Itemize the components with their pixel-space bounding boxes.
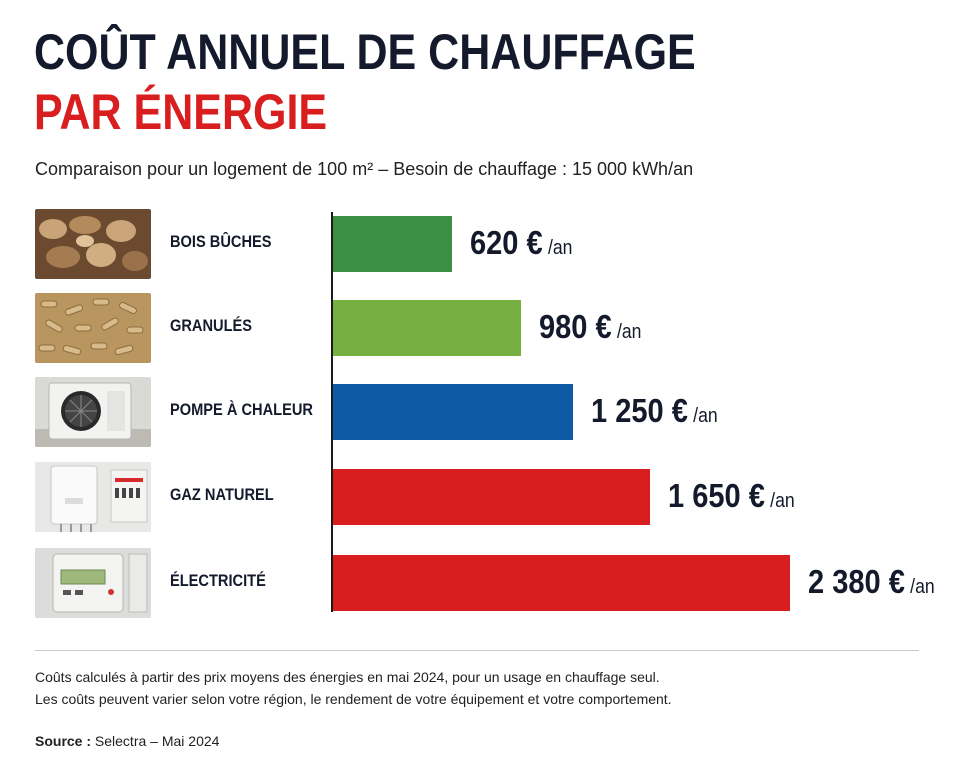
data-label-unit: /an bbox=[617, 321, 642, 343]
chart-subtitle: Comparaison pour un logement de 100 m² –… bbox=[35, 159, 694, 179]
data-label-value: 980 € bbox=[539, 308, 612, 345]
data-label-unit: /an bbox=[769, 490, 795, 512]
bar bbox=[333, 384, 574, 440]
gas-boiler-icon bbox=[35, 462, 151, 532]
source-label: Source : bbox=[35, 733, 92, 749]
data-label-value: 620 € bbox=[470, 224, 543, 261]
title-line-2: PAR ÉNERGIE bbox=[34, 84, 328, 140]
data-label-value: 1 650 € bbox=[667, 477, 765, 514]
data-label: 1 250 €/an bbox=[591, 392, 718, 430]
title-line-1: COÛT ANNUEL DE CHAUFFAGE bbox=[34, 24, 696, 80]
axis-line bbox=[331, 212, 333, 612]
category-label: GRANULÉS bbox=[170, 316, 253, 335]
category-label: BOIS BÛCHES bbox=[170, 232, 272, 251]
category-label: POMPE À CHALEUR bbox=[170, 400, 313, 419]
footer-divider bbox=[35, 650, 919, 651]
data-label-value: 1 250 € bbox=[591, 392, 688, 429]
bar bbox=[333, 300, 522, 356]
data-label: 620 €/an bbox=[470, 224, 572, 262]
bar bbox=[333, 469, 650, 525]
heat-pump-icon bbox=[35, 377, 151, 447]
source-text: Selectra – Mai 2024 bbox=[94, 733, 220, 749]
data-label: 980 €/an bbox=[539, 308, 641, 346]
chart-title: COÛT ANNUEL DE CHAUFFAGE PAR ÉNERGIE bbox=[34, 22, 696, 142]
pellets-icon bbox=[35, 293, 151, 363]
data-label-unit: /an bbox=[548, 237, 573, 259]
data-label-unit: /an bbox=[910, 576, 935, 598]
electric-meter-icon bbox=[35, 548, 151, 618]
data-label-unit: /an bbox=[693, 405, 718, 427]
footer-note-1: Coûts calculés à partir des prix moyens … bbox=[35, 669, 660, 685]
footer-note-2: Les coûts peuvent varier selon votre rég… bbox=[35, 691, 672, 707]
category-label: ÉLECTRICITÉ bbox=[170, 571, 266, 590]
bar bbox=[333, 555, 790, 611]
data-label-value: 2 380 € bbox=[808, 563, 905, 600]
category-label: GAZ NATUREL bbox=[170, 485, 274, 504]
source-line: Source : Selectra – Mai 2024 bbox=[35, 733, 219, 749]
bar bbox=[333, 216, 453, 272]
data-label: 1 650 €/an bbox=[668, 477, 795, 515]
firewood-icon bbox=[35, 209, 151, 279]
data-label: 2 380 €/an bbox=[808, 563, 935, 601]
